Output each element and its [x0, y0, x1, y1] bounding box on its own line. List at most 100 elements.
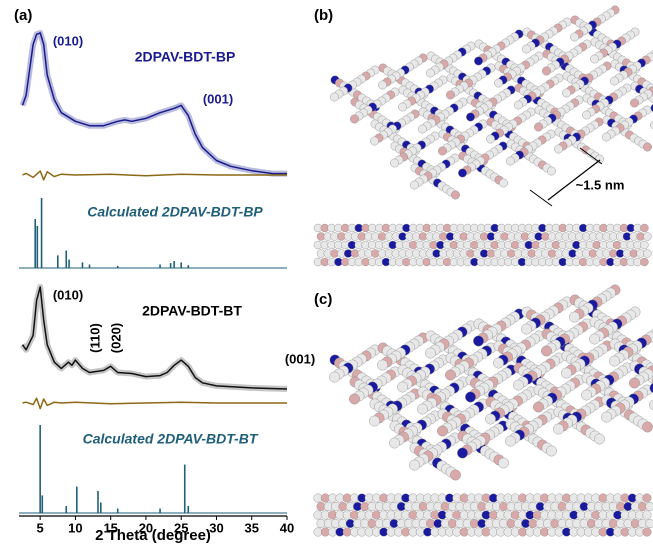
atom: [498, 458, 508, 468]
atom: [643, 528, 652, 537]
molecular-structures: [314, 6, 653, 537]
chart-title: 2DPAV-BDT-BP: [135, 49, 236, 65]
atom: [589, 334, 599, 344]
atom: [409, 460, 419, 470]
atom: [349, 394, 359, 404]
atom: [370, 137, 378, 145]
peak-annotation: (110): [87, 323, 102, 353]
atom: [506, 157, 514, 165]
scale-bar-tick: [530, 190, 552, 206]
x-tick-label: 10: [68, 520, 82, 535]
atom: [377, 360, 387, 370]
atom: [542, 67, 550, 75]
atom: [570, 33, 578, 41]
atom: [494, 79, 502, 87]
x-tick-label: 40: [280, 520, 294, 535]
atom: [445, 370, 455, 380]
atom: [553, 424, 563, 434]
panel-label: (c): [314, 291, 332, 308]
atom: [457, 448, 467, 458]
atom: [610, 77, 618, 85]
atom: [398, 103, 406, 111]
atom: [410, 181, 418, 189]
atom: [609, 356, 619, 366]
peak-annotation: (001): [203, 91, 233, 106]
atom: [533, 402, 543, 412]
atom: [562, 89, 570, 97]
figure: ~1.5 nm (a) (b) (c) 2DPAV-BDT-BP (010) (00…: [0, 0, 653, 546]
atom: [426, 69, 434, 77]
atom: [594, 434, 604, 444]
panel-label: (a): [14, 7, 32, 24]
atom: [418, 125, 426, 133]
atom: [437, 426, 447, 436]
atom: [450, 470, 460, 480]
atom: [513, 380, 523, 390]
atom: [485, 414, 495, 424]
atom: [643, 494, 652, 503]
chart-title: 2DPAV-BDT-BT: [142, 303, 242, 319]
x-axis-label: 2 Theta (degree): [95, 527, 211, 544]
atom: [640, 241, 648, 249]
atom: [499, 179, 507, 187]
atom: [590, 55, 598, 63]
atom: [417, 404, 427, 414]
atom: [330, 93, 338, 101]
atom: [630, 99, 638, 107]
atom: [514, 101, 522, 109]
atom: [541, 346, 551, 356]
atom: [534, 123, 542, 131]
atom: [451, 191, 459, 199]
peak-annotation: (010): [53, 33, 83, 48]
atom: [486, 135, 494, 143]
scale-label: ~1.5 nm: [576, 177, 625, 192]
atom: [522, 45, 530, 53]
x-tick-label: 35: [245, 520, 259, 535]
atom: [438, 147, 446, 155]
page: {"panel_labels": ["(a)", "(b)", "(c)"], …: [0, 0, 653, 551]
atom: [646, 502, 653, 511]
atom: [474, 57, 482, 65]
atom: [425, 348, 435, 358]
atom: [397, 382, 407, 392]
atom: [369, 416, 379, 426]
atom: [640, 258, 648, 266]
atom: [640, 224, 648, 232]
atom: [554, 145, 562, 153]
atom: [505, 436, 515, 446]
atom: [582, 111, 590, 119]
atom: [521, 324, 531, 334]
atom: [569, 312, 579, 322]
atom: [389, 438, 399, 448]
atom: [350, 115, 358, 123]
chart-title: Calculated 2DPAV-BDT-BP: [87, 204, 263, 220]
peak-annotation: (001): [285, 351, 315, 366]
atom: [646, 519, 653, 528]
atom: [547, 167, 555, 175]
atom: [493, 358, 503, 368]
atom: [643, 233, 651, 241]
atom: [601, 412, 611, 422]
x-tick-label: 5: [37, 520, 44, 535]
peak-annotation: (020): [108, 323, 123, 353]
atom: [602, 133, 610, 141]
peak-annotation: (010): [53, 287, 83, 302]
atom: [581, 390, 591, 400]
chart-title: Calculated 2DPAV-BDT-BT: [83, 431, 259, 447]
x-tick-label: 30: [209, 520, 223, 535]
panel-label: (b): [314, 7, 333, 24]
atom: [466, 113, 474, 121]
atom: [629, 378, 639, 388]
atom: [329, 372, 339, 382]
atom: [465, 392, 475, 402]
atom: [473, 336, 483, 346]
atom: [378, 81, 386, 89]
atom: [643, 511, 652, 520]
atom: [458, 169, 466, 177]
data-line: [23, 398, 288, 408]
atom: [561, 368, 571, 378]
atom: [642, 422, 652, 432]
atom: [546, 446, 556, 456]
atom: [390, 159, 398, 167]
atom: [643, 143, 651, 151]
